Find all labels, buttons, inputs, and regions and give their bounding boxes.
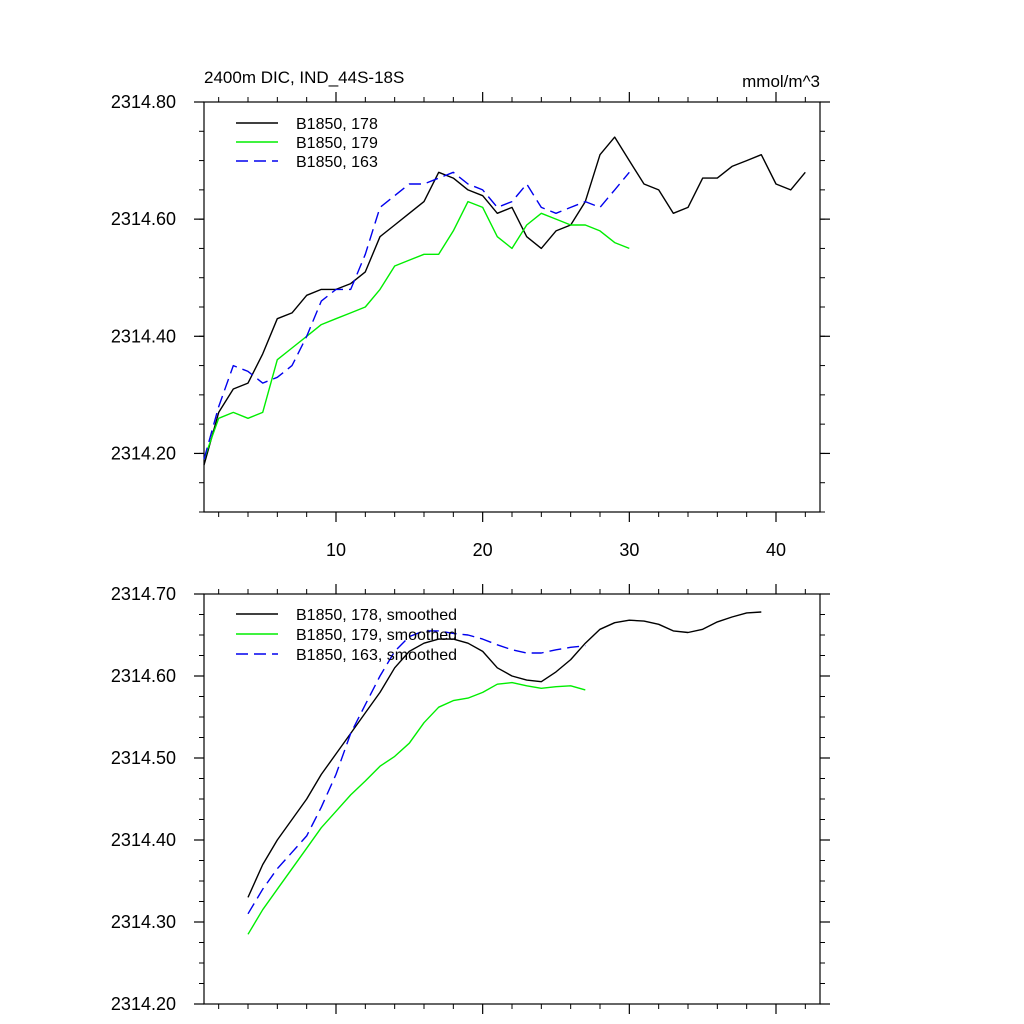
y-tick-label: 2314.80 bbox=[111, 92, 176, 112]
top-chart-title: 2400m DIC, IND_44S-18S bbox=[204, 68, 404, 87]
legend-label: B1850, 179, smoothed bbox=[296, 627, 457, 644]
y-tick-label: 2314.20 bbox=[111, 443, 176, 463]
top-chart: 2400m DIC, IND_44S-18S mmol/m^3 2314.202… bbox=[111, 68, 830, 560]
x-tick-label: 40 bbox=[766, 540, 786, 560]
legend-label: B1850, 178, smoothed bbox=[296, 607, 457, 624]
y-tick-label: 2314.60 bbox=[111, 666, 176, 686]
y-tick-label: 2314.50 bbox=[111, 748, 176, 768]
x-tick-label: 30 bbox=[619, 540, 639, 560]
top-legend: B1850, 178 B1850, 179 B1850, 163 bbox=[236, 116, 378, 171]
series-line-b1850-179 bbox=[203, 200, 630, 460]
series-line-b1850-178-smoothed bbox=[247, 611, 762, 898]
y-tick-label: 2314.70 bbox=[111, 584, 176, 604]
series-line-b1850-163 bbox=[203, 171, 630, 460]
y-tick-label: 2314.60 bbox=[111, 209, 176, 229]
bottom-legend: B1850, 178, smoothed B1850, 179, smoothed… bbox=[236, 607, 457, 664]
y-tick-label: 2314.40 bbox=[111, 326, 176, 346]
bottom-chart: 2314.20 2314.30 2314.40 2314.50 2314.60 2314.… bbox=[111, 584, 830, 1014]
y-tick-label: 2314.30 bbox=[111, 912, 176, 932]
top-series-lines bbox=[203, 136, 806, 466]
legend-label: B1850, 178 bbox=[296, 116, 378, 133]
x-tick-label: 10 bbox=[326, 540, 346, 560]
series-line-b1850-179-smoothed bbox=[247, 681, 586, 935]
legend-label: B1850, 163, smoothed bbox=[296, 647, 457, 664]
legend-label: B1850, 179 bbox=[296, 135, 378, 152]
top-chart-units: mmol/m^3 bbox=[742, 72, 820, 91]
y-tick-label: 2314.20 bbox=[111, 994, 176, 1014]
x-tick-label: 20 bbox=[473, 540, 493, 560]
series-line-b1850-163-smoothed bbox=[247, 630, 586, 915]
y-tick-label: 2314.40 bbox=[111, 830, 176, 850]
series-line-b1850-178 bbox=[203, 136, 806, 466]
top-axis-ticks: 2314.20 2314.40 2314.60 2314.80 10 20 30 40 bbox=[111, 92, 830, 560]
bottom-axis-ticks: 2314.20 2314.30 2314.40 2314.50 2314.60 2314.… bbox=[111, 584, 830, 1014]
legend-label: B1850, 163 bbox=[296, 154, 378, 171]
bottom-series-lines bbox=[247, 611, 762, 935]
